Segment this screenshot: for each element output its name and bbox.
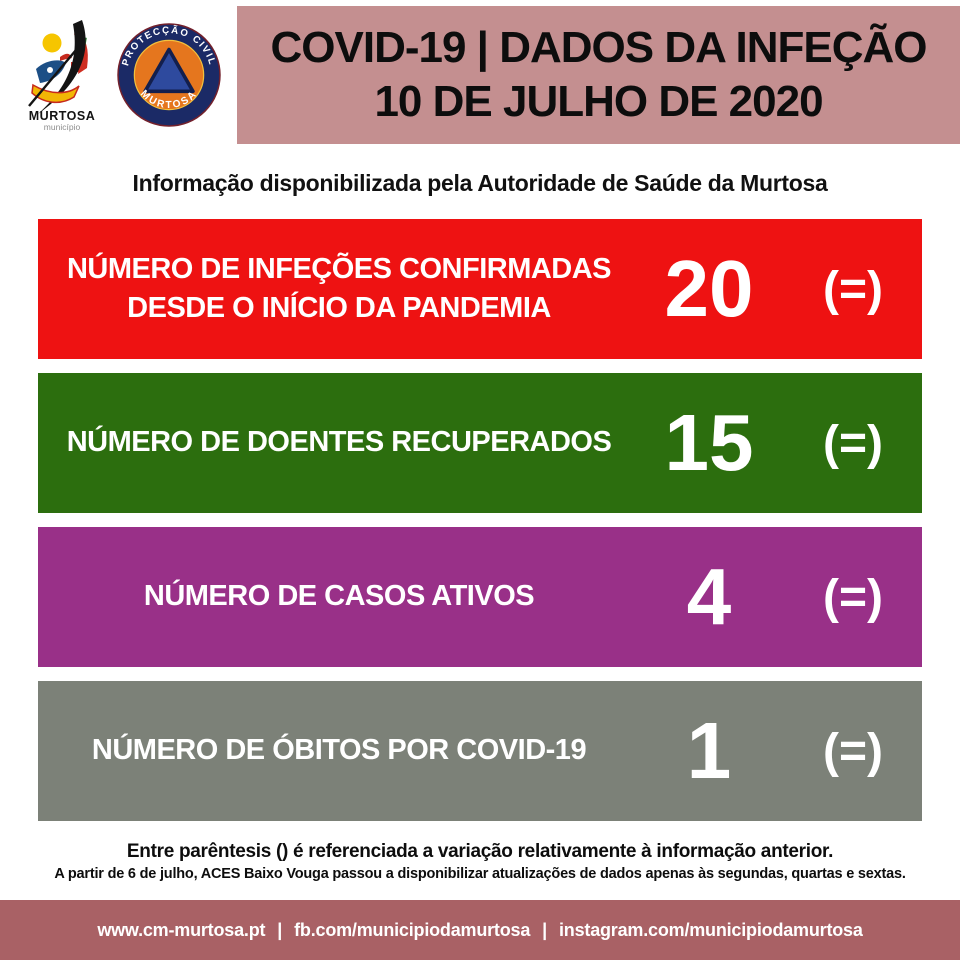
title-line-1: COVID-19 | DADOS DA INFEÇÃO (270, 23, 928, 73)
stat-value: 4 (686, 552, 732, 641)
stat-variation: (=) (823, 262, 883, 316)
oar-icon (27, 49, 77, 107)
stat-value: 15 (664, 398, 754, 487)
stat-bar-recovered-patients: NÚMERO DE DOENTES RECUPERADOS 15 (=) (38, 373, 922, 513)
stat-variation: (=) (823, 570, 883, 624)
stat-bar-active-cases: NÚMERO DE CASOS ATIVOS 4 (=) (38, 527, 922, 667)
schedule-note: A partir de 6 de julho, ACES Baixo Vouga… (54, 866, 906, 882)
boat-hull-icon (30, 83, 80, 104)
stat-variation: (=) (823, 416, 883, 470)
stat-bar-covid-deaths: NÚMERO DE ÓBITOS POR COVID-19 1 (=) (38, 681, 922, 821)
facebook-link[interactable]: fb.com/municipiodamurtosa (294, 919, 531, 940)
civil-protection-triangle-icon (142, 47, 195, 94)
murtosa-municipality-logo: MURTOSA município (27, 20, 94, 132)
title-line-2: 10 DE JULHO DE 2020 (374, 77, 823, 126)
prow-ornament-icon (59, 53, 72, 61)
boat-eye-icon (46, 67, 53, 73)
stat-label: NÚMERO DE ÓBITOS POR COVID-19 (91, 734, 587, 767)
website-link[interactable]: www.cm-murtosa.pt (97, 919, 266, 940)
variation-note: Entre parêntesis () é referenciada a var… (126, 841, 834, 862)
logo-area: MURTOSA município PROTECÇÃO CIVIL MURTOS… (0, 6, 237, 144)
subtitle: Informação disponibilizada pela Autorida… (132, 170, 828, 196)
separator: | (277, 919, 283, 940)
stat-label: NÚMERO DE CASOS ATIVOS (143, 580, 535, 613)
instagram-link[interactable]: instagram.com/municipiodamurtosa (559, 919, 863, 940)
municipality-logo-caption: MURTOSA (28, 109, 94, 123)
title-box: COVID-19 | DADOS DA INFEÇÃO 10 DE JULHO … (237, 6, 960, 144)
stat-bar-confirmed-infections: NÚMERO DE INFEÇÕES CONFIRMADAS DESDE O I… (38, 219, 922, 359)
footer-link-bar: www.cm-murtosa.pt | fb.com/municipiodamu… (0, 900, 960, 960)
stat-bars: NÚMERO DE INFEÇÕES CONFIRMADAS DESDE O I… (38, 219, 922, 821)
civil-protection-logo: PROTECÇÃO CIVIL MURTOSA (116, 23, 221, 127)
stat-value: 1 (686, 706, 732, 795)
municipality-logo-subcaption: município (43, 122, 80, 132)
separator: | (542, 919, 547, 940)
black-swoosh-icon (37, 20, 86, 114)
stat-label: NÚMERO DE DOENTES RECUPERADOS (66, 426, 612, 459)
sun-icon (42, 33, 61, 53)
stat-variation: (=) (823, 724, 883, 778)
header: MURTOSA município PROTECÇÃO CIVIL MURTOS… (0, 6, 960, 144)
stat-value: 20 (664, 244, 754, 333)
stat-label: NÚMERO DE INFEÇÕES CONFIRMADAS DESDE O I… (66, 252, 612, 324)
